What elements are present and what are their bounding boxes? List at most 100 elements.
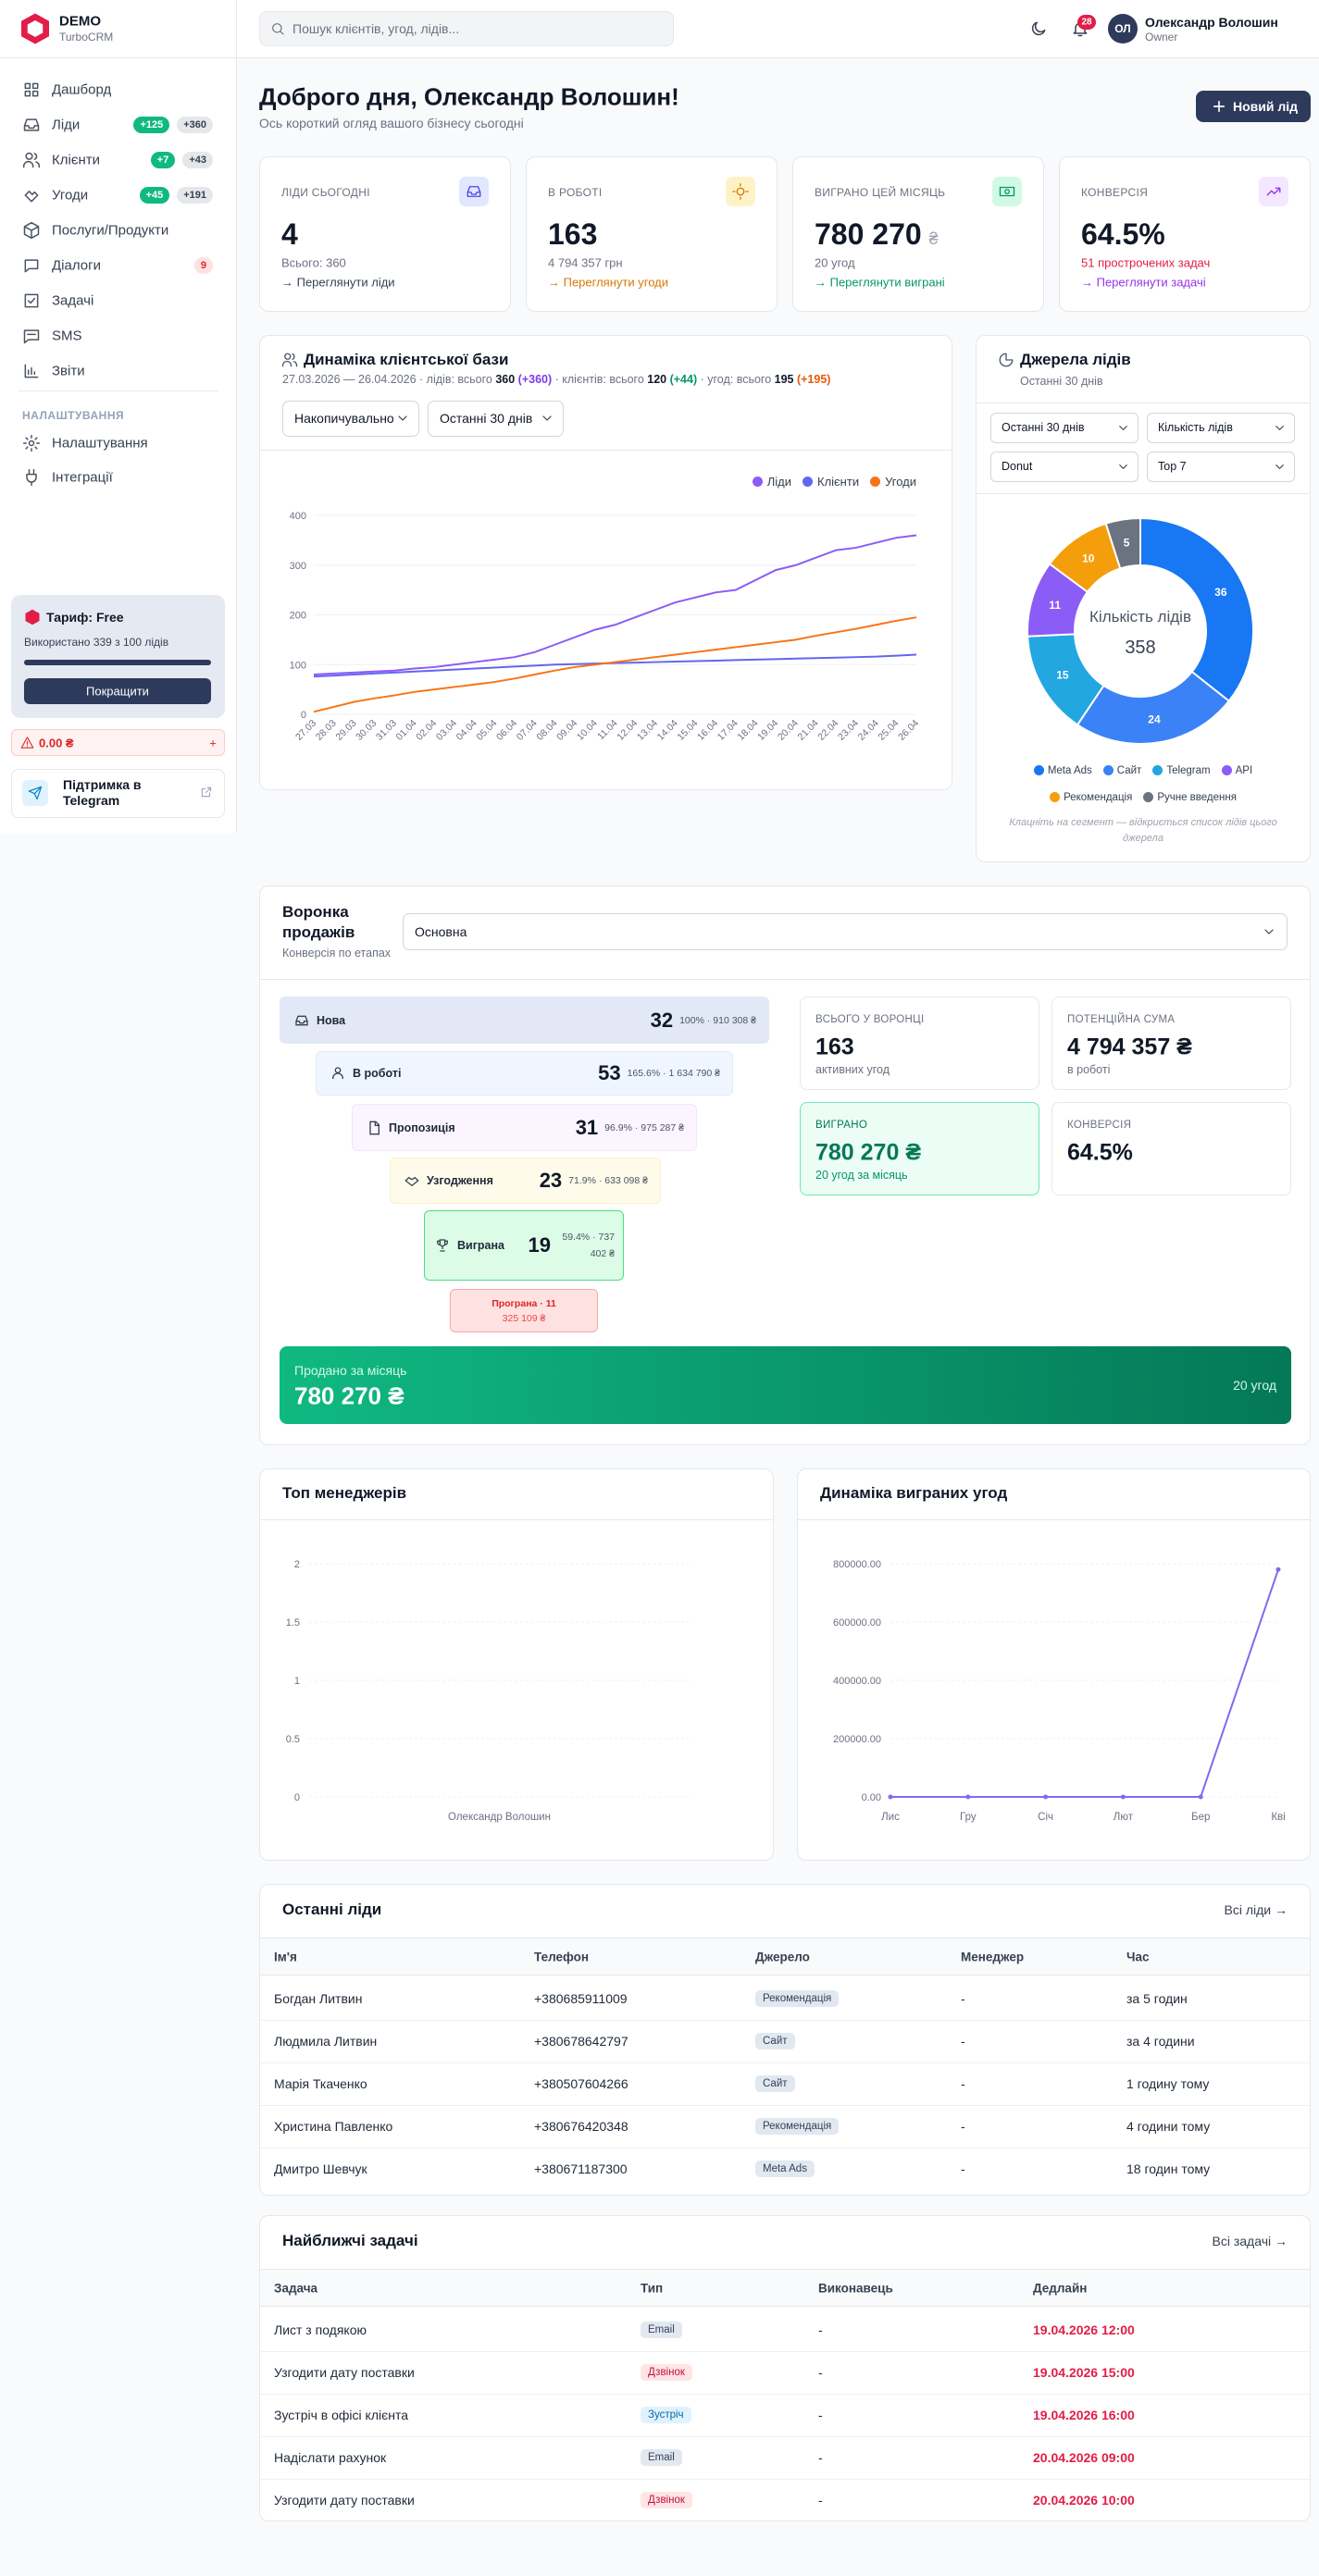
table-cell[interactable]: Марія Ткаченко [274, 2076, 367, 2091]
dropdown[interactable] [990, 413, 1139, 443]
stage-name: Нова [317, 1013, 346, 1027]
dropdown-value[interactable]: Donut [1002, 460, 1033, 473]
legend-label: Telegram [1166, 764, 1211, 776]
dropdown-value[interactable]: Кількість лідів [1158, 421, 1233, 434]
nav-item[interactable]: Інтеграції [52, 469, 113, 486]
dropdown-value[interactable]: Останні 30 днів [440, 411, 533, 426]
stage-detail: 59.4% · 737 402 ₴ [562, 1232, 615, 1259]
funnel-stage-content[interactable]: Виграна 19 59.4% · 737 402 ₴ [424, 1210, 624, 1281]
table-cell[interactable]: Лист з подякою [274, 2322, 367, 2337]
icon-shape [24, 364, 39, 378]
funnel-stage-content[interactable]: Нова 32 100% · 910 308 ₴ [280, 997, 769, 1044]
nav-item[interactable]: Послуги/Продукти [52, 222, 169, 239]
funnel-stage[interactable] [280, 997, 769, 1044]
dropdown-value[interactable]: Top 7 [1158, 460, 1187, 473]
funnel-stage-content[interactable]: Пропозиція 31 96.9% · 975 287 ₴ [352, 1104, 697, 1151]
legend-swatch [803, 476, 813, 487]
funnel-stage-content[interactable]: В роботі 53 165.6% · 1 634 790 ₴ [316, 1051, 733, 1096]
plan-button[interactable] [24, 678, 211, 704]
dropdown[interactable] [282, 401, 419, 437]
table-cell[interactable]: Дмитро Шевчук [274, 2161, 367, 2176]
funnel-stage[interactable] [316, 1051, 733, 1096]
icon [295, 1015, 308, 1025]
dropdown-value[interactable]: Накопичувально [294, 411, 394, 426]
table-cell[interactable]: Христина Павленко [274, 2119, 393, 2134]
icon-shape [404, 1176, 419, 1187]
stage-name-group: Виграна [435, 1238, 504, 1253]
search-box[interactable] [259, 11, 674, 46]
table-link[interactable]: Всі задачі → [1212, 2234, 1288, 2248]
dropdown[interactable] [1147, 413, 1295, 443]
funnel-select-value[interactable]: Основна [415, 924, 467, 939]
icon-shape [1275, 426, 1284, 430]
nav-item[interactable]: Задачі [52, 292, 94, 309]
icon-shape [1119, 464, 1127, 469]
balance-action[interactable]: + [209, 736, 217, 750]
nav-item[interactable]: Дашборд [52, 81, 112, 98]
icon [24, 82, 39, 97]
icon-shape [1264, 929, 1274, 935]
x-tick-label: 15.04 [675, 718, 700, 743]
nav-item[interactable]: Діалоги [52, 257, 101, 274]
legend-swatch [752, 476, 763, 487]
subtitle-part: (+44) [666, 373, 698, 386]
column-header: Задача [274, 2281, 318, 2296]
table-cell[interactable]: Людмила Литвин [274, 2034, 378, 2049]
nav-badge: +125 [133, 117, 170, 133]
kpi-link[interactable]: → Переглянути виграні [815, 275, 945, 290]
icon [732, 183, 749, 200]
legend-label: Сайт [1116, 764, 1142, 776]
nav-item[interactable]: SMS [52, 328, 82, 344]
dropdown[interactable] [990, 452, 1139, 482]
dropdown[interactable] [1147, 452, 1295, 482]
funnel-lost[interactable] [450, 1289, 598, 1332]
table-cell: Рекомендація [755, 2118, 840, 2135]
table-cell[interactable]: Зустріч в офісі клієнта [274, 2408, 409, 2422]
donut-segment[interactable] [1139, 516, 1254, 703]
funnel-stage-content[interactable]: Узгодження 23 71.9% · 633 098 ₴ [390, 1158, 661, 1204]
icon [24, 293, 39, 308]
icon-shape [437, 1239, 448, 1252]
dropdown[interactable] [428, 401, 564, 437]
donut-segment[interactable] [1104, 516, 1141, 570]
segment-label: 10 [1082, 552, 1095, 565]
legend-swatch [870, 476, 881, 487]
legend-swatch [1143, 792, 1154, 802]
icon [23, 221, 40, 240]
kpi-link[interactable]: → Переглянути задачі [1081, 275, 1206, 290]
new-lead-label[interactable]: Новий лід [1233, 99, 1299, 114]
dropdown-value[interactable]: Останні 30 днів [1002, 421, 1085, 434]
table-cell[interactable]: Узгодити дату поставки [274, 2493, 415, 2508]
stage-detail: 100% · 910 308 ₴ [679, 1014, 756, 1026]
kpi-link[interactable]: → Переглянути угоди [548, 275, 668, 290]
table-cell: 19.04.2026 16:00 [1033, 2408, 1135, 2422]
plan-button-label[interactable]: Покращити [86, 684, 149, 699]
nav-item[interactable]: Клієнти [52, 152, 101, 168]
nav-item[interactable]: Ліди [52, 117, 81, 133]
funnel-stage[interactable] [352, 1104, 697, 1151]
notification-count: 28 [1081, 17, 1092, 28]
funnel-select[interactable] [403, 913, 1288, 950]
table-cell[interactable]: Богдан Литвин [274, 1991, 363, 2006]
nav-item[interactable]: Звіти [52, 363, 85, 379]
table-link[interactable]: Всі ліди → [1224, 1902, 1288, 1917]
table-cell[interactable]: Надіслати рахунок [274, 2450, 387, 2465]
funnel-stat [1051, 1102, 1291, 1195]
funnel-stage[interactable] [424, 1210, 624, 1281]
table-title: Останні ліди [282, 1901, 382, 1918]
support-label[interactable]: Підтримка в Telegram [63, 777, 142, 808]
funnel-stage[interactable] [390, 1158, 661, 1204]
x-tick-label: 04.04 [454, 718, 479, 743]
funnel-stat [1051, 997, 1291, 1090]
point [1120, 1794, 1126, 1800]
icon [437, 1239, 448, 1252]
subtitle-part: (+195) [793, 373, 831, 386]
icon-shape [999, 186, 1015, 197]
table-cell[interactable]: Узгодити дату поставки [274, 2365, 415, 2380]
kpi-link[interactable]: → Переглянути ліди [281, 275, 395, 290]
nav-item[interactable]: Налаштування [52, 435, 148, 452]
nav-item[interactable]: Угоди [52, 187, 89, 204]
stage-count: 53 [598, 1061, 621, 1084]
legend: Meta Ads Сайт Telegram API Рекомендація Ручне… [994, 761, 1292, 807]
icon [22, 434, 41, 452]
